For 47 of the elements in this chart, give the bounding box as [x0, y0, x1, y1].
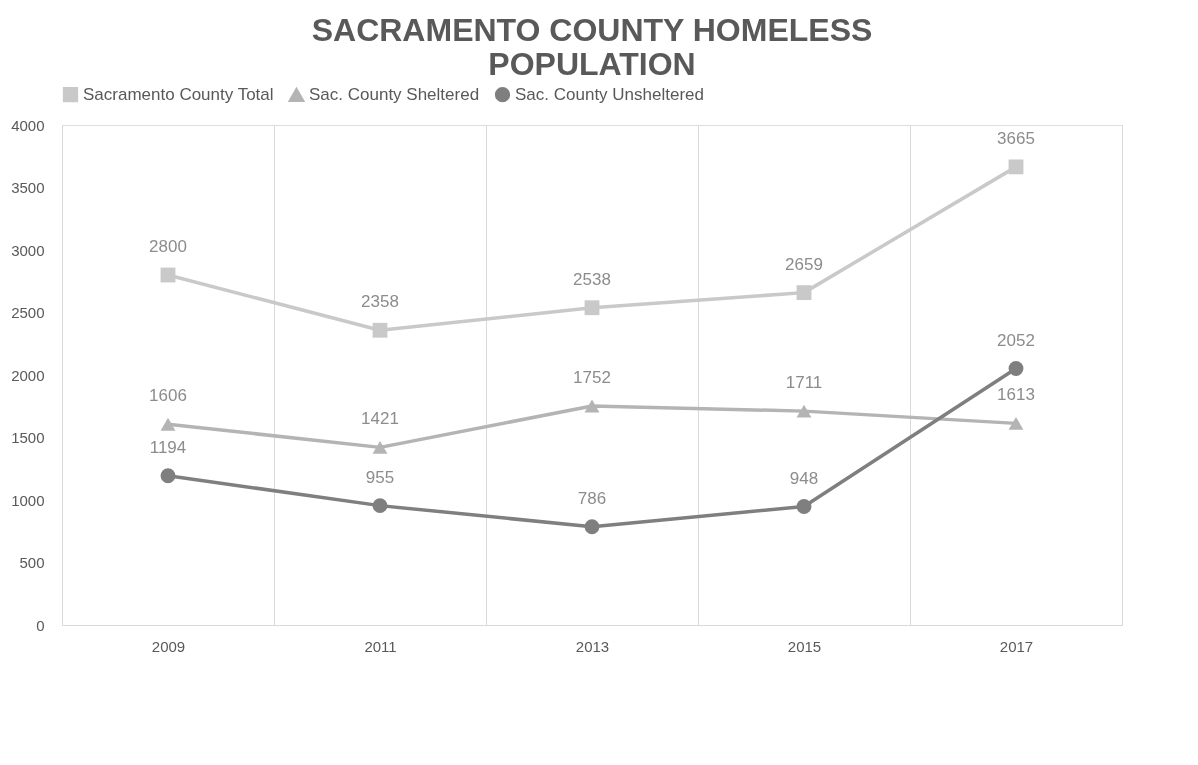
data-label: 3665 — [997, 128, 1035, 148]
data-label: 1421 — [361, 409, 399, 429]
y-tick-label: 3500 — [11, 179, 45, 196]
data-label: 786 — [577, 488, 607, 508]
legend-label: Sac. County Sheltered — [309, 85, 480, 105]
point — [584, 399, 600, 413]
data-label: 1711 — [785, 373, 823, 393]
point — [796, 285, 812, 301]
data-label: 2800 — [149, 237, 187, 256]
x-tick-label: 2011 — [364, 637, 397, 655]
data-label: 2538 — [573, 269, 611, 289]
point — [160, 468, 176, 484]
data-label: 955 — [365, 467, 395, 487]
x-tick-label: 2015 — [787, 637, 822, 655]
data-label: 948 — [789, 468, 819, 488]
chart-title: SACRAMENTO COUNTY HOMELESS POPULATION — [311, 12, 873, 82]
x-tick-label: 2017 — [999, 637, 1034, 655]
x-tick-label: 2009 — [151, 637, 186, 655]
data-label: 2358 — [361, 292, 399, 312]
y-tick-label: 0 — [36, 616, 45, 634]
point — [372, 322, 388, 338]
legend-label: Sac. County Unsheltered — [515, 84, 704, 104]
point — [1008, 361, 1024, 376]
y-tick-label: 4000 — [11, 116, 45, 134]
point — [160, 417, 176, 431]
y-tick-label: 2500 — [11, 304, 45, 321]
point — [584, 300, 600, 316]
point — [796, 404, 812, 418]
legend-label: Sacramento County Total — [83, 84, 274, 104]
x-tick-label: 2013 — [575, 637, 610, 655]
data-label: 1613 — [997, 385, 1035, 405]
data-label: 1606 — [149, 386, 187, 406]
data-label: 1752 — [573, 368, 611, 387]
point — [372, 498, 388, 514]
data-label: 2052 — [997, 330, 1035, 350]
y-tick-label: 1000 — [11, 491, 45, 509]
y-tick-label: 2000 — [11, 366, 45, 384]
y-tick-label: 500 — [19, 554, 45, 571]
data-label: 1194 — [149, 437, 187, 457]
data-label: 2659 — [785, 254, 823, 274]
point — [1008, 159, 1024, 175]
y-tick-label: 3000 — [11, 241, 45, 259]
y-tick-label: 1500 — [11, 429, 45, 446]
point — [796, 499, 812, 514]
point — [584, 519, 600, 535]
point — [372, 440, 388, 454]
point — [1008, 416, 1024, 430]
